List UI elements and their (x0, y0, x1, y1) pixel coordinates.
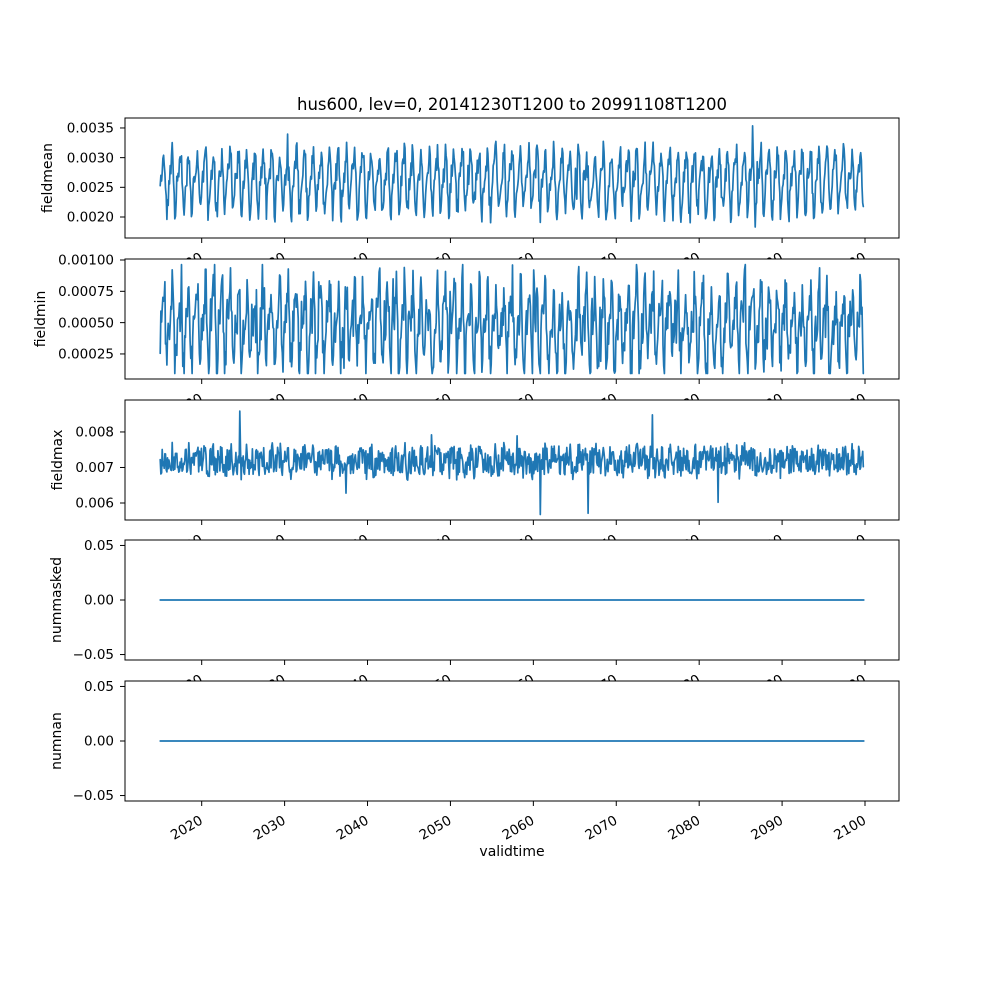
x-axis-label: validtime (479, 844, 544, 860)
y-tick-label: 0.00075 (58, 284, 114, 300)
y-tick-label: 0.00 (84, 734, 114, 750)
y-tick-label: −0.05 (73, 788, 114, 804)
y-tick-label: 0.05 (84, 538, 114, 554)
y-tick-label: 0.006 (75, 496, 114, 512)
y-tick-label: 0.05 (84, 679, 114, 695)
y-axis-label: nummasked (49, 557, 65, 643)
series-line-fieldmean (159, 125, 865, 228)
subplot-fieldmax: 0.0060.0070.008fieldmax20202030204020502… (50, 399, 900, 563)
subplot-fieldmean: 0.00200.00250.00300.0035fieldmean2020203… (40, 117, 900, 281)
axes-frame (124, 258, 900, 380)
y-tick-label: −0.05 (73, 647, 114, 663)
axes-frame (124, 399, 900, 521)
series-line-fieldmax (159, 410, 865, 516)
plot-title: hus600, lev=0, 20141230T1200 to 20991108… (297, 95, 727, 114)
y-tick-label: 0.0035 (67, 121, 114, 137)
y-tick-label: 0.008 (75, 425, 114, 441)
y-tick-label: 0.0025 (67, 180, 114, 196)
y-tick-label: 0.007 (75, 460, 114, 476)
y-tick-label: 0.0020 (67, 210, 114, 226)
axes-frame (124, 117, 900, 239)
y-axis-label: fieldmean (40, 143, 56, 213)
y-tick-label: 0.00025 (58, 347, 114, 363)
y-tick-label: 0.00100 (58, 253, 114, 269)
y-tick-label: 0.00 (84, 593, 114, 609)
y-axis-label: fieldmin (33, 291, 49, 348)
subplot-fieldmin: 0.000250.000500.000750.00100fieldmin2020… (33, 253, 900, 422)
y-tick-label: 0.00050 (58, 315, 114, 331)
series-line-fieldmin (159, 263, 865, 375)
y-axis-label: fieldmax (50, 430, 66, 491)
y-tick-label: 0.0030 (67, 150, 114, 166)
y-axis-label: numnan (49, 712, 65, 770)
